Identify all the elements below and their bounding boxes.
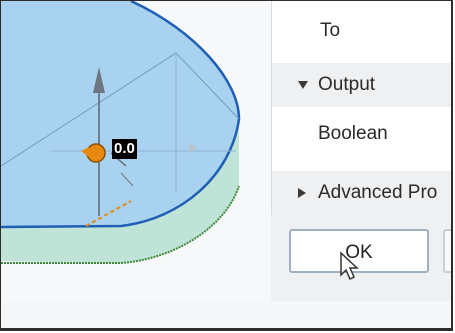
- gizmo-arrow-up-icon: [93, 67, 105, 93]
- solid-top-face: [1, 1, 239, 227]
- mouse-cursor-icon: [340, 251, 359, 281]
- value-input-label[interactable]: 0.0: [112, 139, 137, 159]
- boolean-row[interactable]: Boolean: [272, 111, 451, 157]
- advanced-section-header[interactable]: Advanced Pro: [272, 171, 451, 215]
- to-row[interactable]: To: [272, 9, 451, 53]
- chevron-down-icon: [298, 80, 308, 89]
- dialog-footer: OK: [271, 215, 451, 301]
- move-gizmo-icon: [86, 143, 106, 163]
- top-edge: [1, 1, 241, 229]
- spin-arrow-icon[interactable]: [189, 142, 197, 154]
- bottom-edge: [1, 185, 240, 264]
- to-label: To: [320, 20, 341, 41]
- advanced-section-label: Advanced Pro: [318, 182, 438, 203]
- 3d-viewport[interactable]: 0.0: [1, 1, 271, 301]
- chevron-right-icon: [298, 187, 306, 198]
- cancel-button[interactable]: [443, 229, 451, 273]
- output-section-header[interactable]: Output: [272, 63, 451, 107]
- ok-button[interactable]: OK: [289, 229, 429, 273]
- model-drawing: [1, 1, 241, 264]
- output-section-label: Output: [318, 74, 376, 95]
- boolean-label: Boolean: [318, 123, 388, 144]
